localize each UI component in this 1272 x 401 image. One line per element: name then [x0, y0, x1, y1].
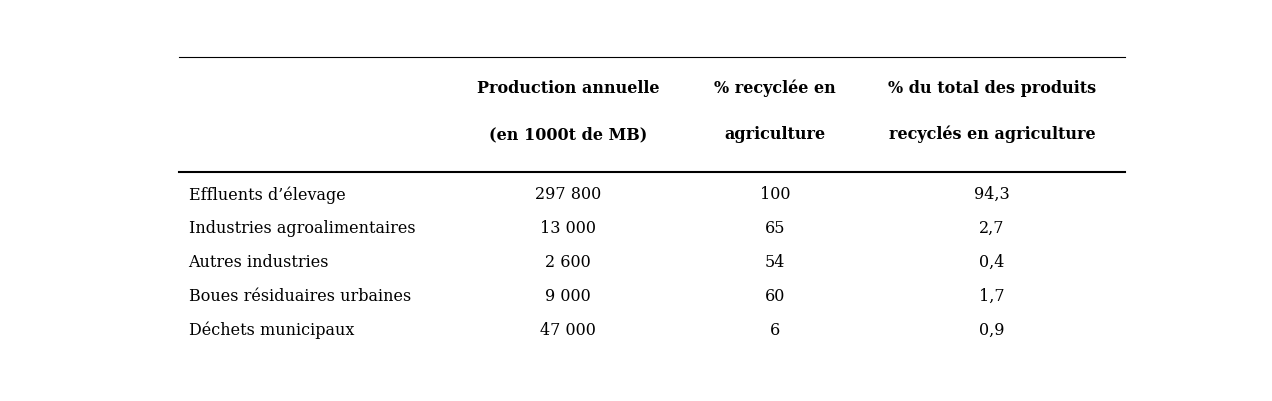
- Text: 54: 54: [764, 254, 785, 271]
- Text: 297 800: 297 800: [536, 186, 602, 203]
- Text: agriculture: agriculture: [725, 126, 826, 143]
- Text: 0,9: 0,9: [979, 322, 1005, 339]
- Text: recyclés en agriculture: recyclés en agriculture: [889, 126, 1095, 143]
- Text: 2,7: 2,7: [979, 220, 1005, 237]
- Text: Production annuelle: Production annuelle: [477, 80, 659, 97]
- Text: 65: 65: [764, 220, 785, 237]
- Text: Industries agroalimentaires: Industries agroalimentaires: [188, 220, 415, 237]
- Text: 94,3: 94,3: [974, 186, 1010, 203]
- Text: Autres industries: Autres industries: [188, 254, 329, 271]
- Text: 13 000: 13 000: [541, 220, 597, 237]
- Text: (en 1000t de MB): (en 1000t de MB): [488, 126, 647, 143]
- Text: Boues résiduaires urbaines: Boues résiduaires urbaines: [188, 288, 411, 305]
- Text: 2 600: 2 600: [546, 254, 591, 271]
- Text: 1,7: 1,7: [979, 288, 1005, 305]
- Text: 60: 60: [764, 288, 785, 305]
- Text: 6: 6: [770, 322, 780, 339]
- Text: 100: 100: [759, 186, 790, 203]
- Text: Effluents d’élevage: Effluents d’élevage: [188, 186, 345, 204]
- Text: Déchets municipaux: Déchets municipaux: [188, 322, 354, 339]
- Text: 47 000: 47 000: [541, 322, 597, 339]
- Text: 0,4: 0,4: [979, 254, 1005, 271]
- Text: 9 000: 9 000: [546, 288, 591, 305]
- Text: % recyclée en: % recyclée en: [715, 79, 836, 97]
- Text: % du total des produits: % du total des produits: [888, 80, 1096, 97]
